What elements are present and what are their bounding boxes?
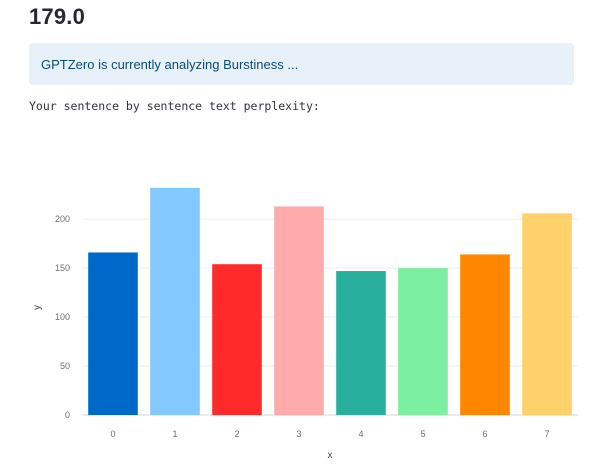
y-axis-title: y bbox=[32, 305, 43, 310]
perplexity-label: Your sentence by sentence text perplexit… bbox=[29, 99, 320, 113]
x-tick-label: 6 bbox=[482, 429, 487, 439]
x-tick-label: 5 bbox=[420, 429, 425, 439]
y-tick-label: 200 bbox=[55, 214, 70, 224]
perplexity-score: 179.0 bbox=[29, 4, 86, 29]
bar-3[interactable] bbox=[274, 206, 324, 415]
info-alert: GPTZero is currently analyzing Burstines… bbox=[29, 43, 574, 85]
x-tick-label: 4 bbox=[358, 429, 363, 439]
chart-canvas: 0 50 100 150 200 0 1 2 3 4 5 6 7 x y bbox=[32, 187, 578, 461]
x-axis-title: x bbox=[328, 450, 333, 461]
bar-4[interactable] bbox=[336, 271, 386, 415]
y-tick-labels: 0 50 100 150 200 bbox=[55, 214, 70, 420]
bar-0[interactable] bbox=[88, 252, 138, 415]
x-tick-label: 3 bbox=[296, 429, 301, 439]
bar-1[interactable] bbox=[150, 187, 200, 415]
x-tick-label: 2 bbox=[234, 429, 239, 439]
y-tick-label: 100 bbox=[55, 312, 70, 322]
info-alert-text: GPTZero is currently analyzing Burstines… bbox=[41, 56, 299, 72]
bar-2[interactable] bbox=[212, 264, 262, 415]
x-tick-labels: 0 1 2 3 4 5 6 7 bbox=[110, 429, 549, 439]
y-tick-label: 50 bbox=[60, 361, 70, 371]
bar-5[interactable] bbox=[398, 268, 448, 415]
bars bbox=[88, 187, 572, 415]
perplexity-bar-chart[interactable]: 0 50 100 150 200 0 1 2 3 4 5 6 7 x y bbox=[0, 170, 614, 476]
bar-6[interactable] bbox=[460, 254, 510, 415]
y-tick-label: 0 bbox=[65, 410, 70, 420]
x-tick-label: 0 bbox=[110, 429, 115, 439]
x-tick-label: 7 bbox=[544, 429, 549, 439]
y-tick-label: 150 bbox=[55, 263, 70, 273]
bar-7[interactable] bbox=[522, 213, 572, 415]
x-tick-label: 1 bbox=[172, 429, 177, 439]
